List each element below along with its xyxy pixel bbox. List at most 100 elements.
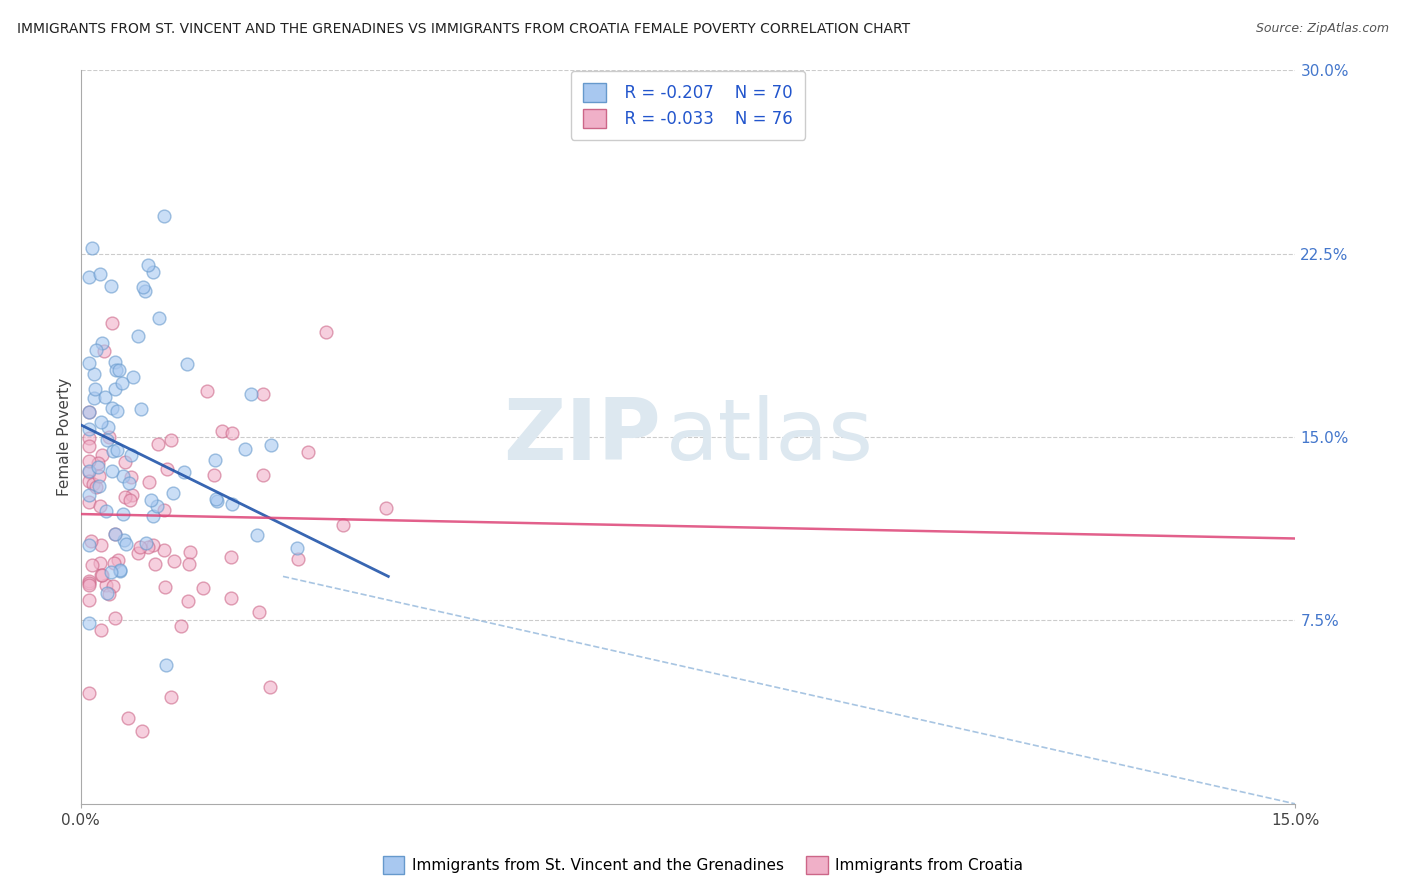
Point xyxy=(162,485,184,500)
Point xyxy=(259,680,281,694)
Point xyxy=(104,355,127,369)
Text: IMMIGRANTS FROM ST. VINCENT AND THE GRENADINES VS IMMIGRANTS FROM CROATIA FEMALE: IMMIGRANTS FROM ST. VINCENT AND THE GREN… xyxy=(17,22,910,37)
Point xyxy=(77,488,100,502)
Point xyxy=(136,541,159,555)
Point xyxy=(84,382,107,396)
Point xyxy=(205,491,228,506)
Point xyxy=(104,611,127,625)
Point xyxy=(315,325,337,339)
Point xyxy=(105,362,128,376)
Point xyxy=(80,558,103,572)
Point xyxy=(77,593,100,607)
Point xyxy=(77,495,100,509)
Point xyxy=(233,442,256,457)
Point xyxy=(191,581,214,595)
Point xyxy=(77,439,100,453)
Point xyxy=(143,557,166,571)
Point xyxy=(103,526,125,541)
Point xyxy=(90,335,112,350)
Point xyxy=(105,404,128,418)
Point xyxy=(77,431,100,445)
Point xyxy=(101,579,124,593)
Text: atlas: atlas xyxy=(666,395,875,478)
Point xyxy=(77,578,100,592)
Point xyxy=(111,507,134,521)
Point xyxy=(82,477,104,491)
Point xyxy=(176,357,198,371)
Point xyxy=(89,500,111,514)
Point xyxy=(97,586,120,600)
Point xyxy=(77,405,100,419)
Point xyxy=(142,537,165,551)
Point xyxy=(89,267,111,281)
Point xyxy=(104,382,127,396)
Point xyxy=(114,455,136,469)
Point xyxy=(87,460,110,475)
Y-axis label: Female Poverty: Female Poverty xyxy=(58,378,72,496)
Point xyxy=(77,465,100,479)
Point xyxy=(84,343,107,357)
Point xyxy=(121,370,143,384)
Point xyxy=(169,619,191,633)
Point xyxy=(90,568,112,582)
Point xyxy=(152,543,174,558)
Point xyxy=(152,503,174,517)
Point xyxy=(155,657,177,672)
Point xyxy=(139,493,162,508)
Point xyxy=(103,556,125,570)
Point xyxy=(117,711,139,725)
Point xyxy=(77,422,100,436)
Point xyxy=(77,356,100,370)
Point xyxy=(77,405,100,419)
Point xyxy=(195,384,218,398)
Point xyxy=(148,437,170,451)
Point xyxy=(127,546,149,560)
Point xyxy=(135,536,157,550)
Point xyxy=(127,328,149,343)
Point xyxy=(100,317,122,331)
Point xyxy=(173,465,195,479)
Point xyxy=(77,615,100,630)
Point xyxy=(80,241,103,255)
Point xyxy=(219,591,242,605)
Point xyxy=(77,475,100,489)
Point xyxy=(120,448,142,462)
Point xyxy=(179,557,201,571)
Point xyxy=(142,265,165,279)
Point xyxy=(118,493,141,508)
Point xyxy=(77,685,100,699)
Point xyxy=(77,269,100,284)
Point xyxy=(101,401,124,415)
Point xyxy=(128,540,150,554)
Point xyxy=(87,456,110,470)
Point xyxy=(104,527,127,541)
Point xyxy=(177,594,200,608)
Point xyxy=(114,491,136,505)
Legend: Immigrants from St. Vincent and the Grenadines, Immigrants from Croatia: Immigrants from St. Vincent and the Gren… xyxy=(377,850,1029,880)
Point xyxy=(90,539,112,553)
Point xyxy=(332,518,354,533)
Point xyxy=(108,565,131,579)
Point xyxy=(96,586,118,600)
Text: ZIP: ZIP xyxy=(503,395,661,478)
Point xyxy=(132,279,155,293)
Point xyxy=(246,527,269,541)
Point xyxy=(100,566,122,580)
Point xyxy=(160,690,183,704)
Point xyxy=(98,430,121,444)
Point xyxy=(94,390,117,404)
Point xyxy=(96,503,118,517)
Point xyxy=(90,623,112,637)
Point xyxy=(163,553,186,567)
Point xyxy=(105,443,128,458)
Point xyxy=(112,533,135,548)
Point xyxy=(252,387,274,401)
Point xyxy=(129,401,152,416)
Point xyxy=(114,537,136,551)
Point xyxy=(108,563,131,577)
Point xyxy=(77,538,100,552)
Point xyxy=(90,415,112,429)
Point xyxy=(146,499,169,513)
Point xyxy=(375,500,398,515)
Legend:   R = -0.207    N = 70,   R = -0.033    N = 76: R = -0.207 N = 70, R = -0.033 N = 76 xyxy=(571,71,804,139)
